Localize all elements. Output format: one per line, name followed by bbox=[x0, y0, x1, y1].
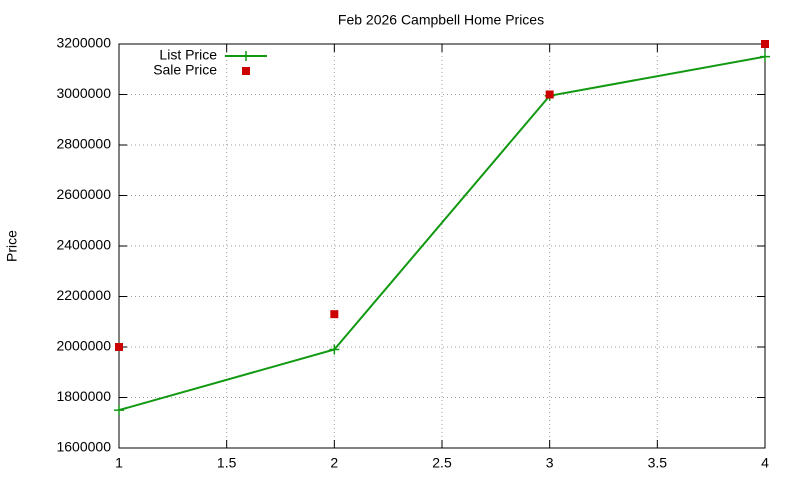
legend-label: Sale Price bbox=[153, 62, 217, 78]
y-tick-label: 3000000 bbox=[56, 85, 111, 101]
y-tick-label: 2400000 bbox=[56, 237, 111, 253]
plot-frame bbox=[118, 43, 766, 449]
series-line bbox=[118, 55, 766, 412]
data-point bbox=[760, 51, 770, 62]
legend-marker bbox=[242, 67, 250, 75]
x-tick-label: 3.5 bbox=[648, 455, 668, 471]
data-point bbox=[545, 90, 554, 99]
data-point bbox=[115, 343, 123, 351]
chart-title: Feb 2026 Campbell Home Prices bbox=[338, 12, 544, 28]
y-tick-label: 1800000 bbox=[56, 388, 111, 404]
data-point bbox=[330, 310, 339, 319]
y-tick-label: 2200000 bbox=[56, 287, 111, 303]
data-point bbox=[114, 405, 124, 416]
legend-label: List Price bbox=[159, 47, 217, 63]
data-point bbox=[329, 344, 340, 355]
y-tick-label: 2800000 bbox=[56, 136, 111, 152]
y-tick-label: 2000000 bbox=[56, 338, 111, 354]
y-tick-label: 1600000 bbox=[56, 439, 111, 455]
x-tick-label: 2.5 bbox=[432, 455, 452, 471]
y-axis-label: Price bbox=[4, 230, 20, 262]
x-tick-label: 3 bbox=[546, 455, 554, 471]
data-point bbox=[761, 40, 769, 48]
x-tick-label: 2 bbox=[330, 455, 338, 471]
x-tick-label: 1 bbox=[115, 455, 123, 471]
y-tick-label: 3200000 bbox=[56, 35, 111, 51]
x-tick-label: 4 bbox=[761, 455, 769, 471]
legend-marker bbox=[241, 51, 251, 61]
x-tick-label: 1.5 bbox=[217, 455, 237, 471]
y-tick-label: 2600000 bbox=[56, 186, 111, 202]
